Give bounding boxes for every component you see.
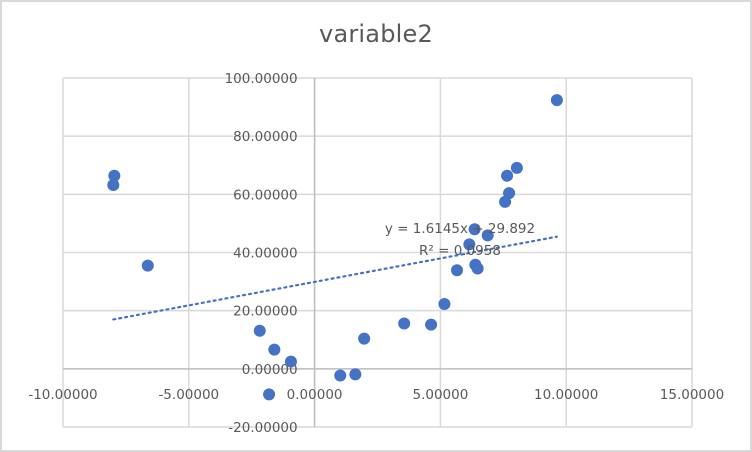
data-point bbox=[510, 161, 523, 174]
y-tick-label: -20.00000 bbox=[228, 420, 297, 436]
data-point bbox=[398, 317, 411, 330]
chart-title: variable2 bbox=[319, 20, 433, 48]
x-tick-label: -10.00000 bbox=[28, 387, 97, 403]
x-tick-label: 0.00000 bbox=[287, 387, 343, 403]
data-point bbox=[141, 259, 154, 272]
y-tick-label: 80.00000 bbox=[233, 129, 297, 145]
data-point bbox=[107, 179, 120, 192]
gridlines bbox=[62, 77, 693, 428]
axes bbox=[63, 78, 692, 427]
data-point bbox=[481, 229, 494, 242]
data-point bbox=[451, 264, 464, 277]
data-point bbox=[349, 368, 362, 381]
y-axis-tick-labels: -20.00000 0.00000 20.00000 40.00000 60.00000… bbox=[225, 71, 298, 436]
x-tick-label: 15.00000 bbox=[660, 387, 724, 403]
data-point bbox=[468, 223, 481, 236]
data-point bbox=[263, 388, 276, 401]
trendline-equation-label: y = 1.6145x + 29.892 R² = 0.0958 bbox=[385, 221, 535, 259]
data-point bbox=[425, 318, 438, 331]
y-tick-label: 20.00000 bbox=[233, 304, 297, 320]
data-point bbox=[438, 297, 451, 310]
y-tick-label: 100.00000 bbox=[225, 71, 298, 87]
data-point bbox=[253, 324, 266, 337]
y-tick-label: 60.00000 bbox=[233, 187, 297, 203]
data-point bbox=[284, 355, 297, 368]
trendline-r-squared: R² = 0.0958 bbox=[419, 243, 501, 259]
y-tick-label: 40.00000 bbox=[233, 246, 297, 262]
data-point bbox=[463, 238, 476, 251]
data-point bbox=[550, 94, 563, 107]
x-tick-label: 10.00000 bbox=[534, 387, 598, 403]
trendline-equation: y = 1.6145x + 29.892 bbox=[385, 221, 535, 237]
x-tick-label: 5.00000 bbox=[412, 387, 468, 403]
y-tick-label: 0.00000 bbox=[242, 362, 298, 378]
data-point bbox=[358, 332, 371, 345]
data-point bbox=[268, 343, 281, 356]
data-point bbox=[108, 169, 121, 182]
data-point bbox=[503, 187, 516, 200]
x-tick-label: -5.00000 bbox=[158, 387, 219, 403]
data-point bbox=[501, 169, 514, 182]
data-point bbox=[471, 262, 484, 275]
data-points bbox=[107, 94, 563, 401]
x-axis-tick-labels: -10.00000 -5.00000 0.00000 5.00000 10.00000 1… bbox=[28, 387, 724, 403]
data-point bbox=[334, 369, 347, 382]
